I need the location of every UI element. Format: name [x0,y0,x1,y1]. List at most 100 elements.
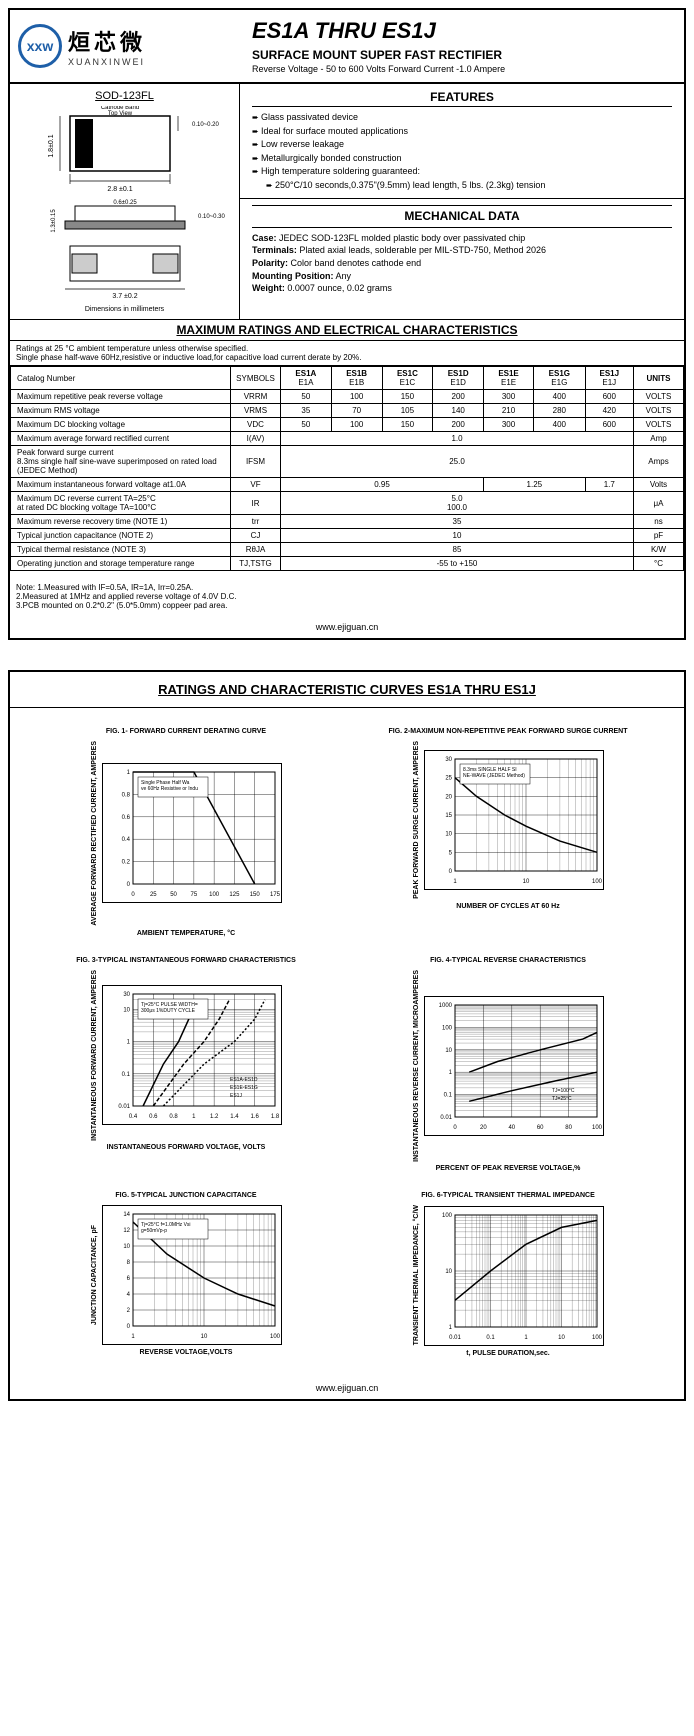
chart-2: FIG. 2-MAXIMUM NON-REPETITIVE PEAK FORWA… [362,728,654,937]
url-footer: www.ejiguan.cn [10,616,684,638]
svg-text:10: 10 [445,1269,452,1275]
svg-text:ve 60Hz Resistive or Indu: ve 60Hz Resistive or Indu [141,786,198,792]
svg-text:10: 10 [558,1335,565,1341]
svg-text:1: 1 [448,1070,452,1076]
svg-text:1: 1 [126,770,130,776]
mechanical-block: MECHANICAL DATA Case: JEDEC SOD-123FL mo… [240,199,684,301]
svg-text:40: 40 [508,1125,515,1131]
svg-text:100: 100 [591,879,602,885]
datasheet-page-1: xxw 烜芯微 XUANXINWEI ES1A THRU ES1J SURFAC… [8,8,686,640]
svg-text:60: 60 [536,1125,543,1131]
svg-text:0.8: 0.8 [169,1114,178,1120]
mech-case: Case: JEDEC SOD-123FL molded plastic bod… [252,232,672,245]
svg-text:g=50mVp-p: g=50mVp-p [141,1228,167,1234]
svg-text:1.8: 1.8 [270,1114,279,1120]
chart-title: FIG. 6-TYPICAL TRANSIENT THERMAL IMPEDAN… [421,1192,595,1199]
svg-text:0.6±0.25: 0.6±0.25 [113,200,137,206]
svg-text:4: 4 [126,1292,130,1298]
svg-text:1.8±0.1: 1.8±0.1 [48,134,55,157]
svg-text:1.2: 1.2 [209,1114,218,1120]
svg-text:Top View: Top View [107,111,132,117]
svg-text:0.10~0.20: 0.10~0.20 [192,122,220,128]
svg-text:0: 0 [126,882,130,888]
y-axis-label: AVERAGE FORWARD RECTIFIED CURRENT, AMPER… [91,741,98,926]
svg-text:20: 20 [480,1125,487,1131]
svg-text:0.4: 0.4 [128,1114,137,1120]
mech-polarity: Polarity: Color band denotes cathode end [252,257,672,270]
svg-text:NE-WAVE (JEDEC Method): NE-WAVE (JEDEC Method) [463,773,525,779]
svg-text:0.4: 0.4 [121,837,130,843]
svg-text:0.01: 0.01 [118,1104,130,1110]
feature-item: 250°C/10 seconds,0.375"(9.5mm) lead leng… [252,179,672,193]
chart-title: FIG. 3-TYPICAL INSTANTANEOUS FORWARD CHA… [76,957,296,964]
svg-text:0.1: 0.1 [443,1092,452,1098]
chart-6: FIG. 6-TYPICAL TRANSIENT THERMAL IMPEDAN… [362,1192,654,1356]
svg-text:50: 50 [170,892,177,898]
package-diagram: Cathode Band Top View 2.8 ±0.1 1.8±0.1 0… [16,106,233,306]
header-row: xxw 烜芯微 XUANXINWEI ES1A THRU ES1J SURFAC… [10,10,684,84]
svg-text:TJ=100°C: TJ=100°C [552,1088,575,1094]
y-axis-label: INSTANTANEOUS FORWARD CURRENT, AMPERES [91,970,98,1141]
feature-item: Ideal for surface mouted applications [252,125,672,139]
chart-4: FIG. 4-TYPICAL REVERSE CHARACTERISTICSIN… [362,957,654,1173]
svg-text:0.6: 0.6 [149,1114,158,1120]
svg-text:1.4: 1.4 [230,1114,239,1120]
svg-text:0.1: 0.1 [486,1335,495,1341]
chart-3: FIG. 3-TYPICAL INSTANTANEOUS FORWARD CHA… [40,957,332,1173]
ratings-note: Ratings at 25 °C ambient temperature unl… [10,341,684,366]
charts-grid: FIG. 1- FORWARD CURRENT DERATING CURVE AV… [10,708,684,1377]
svg-text:0.01: 0.01 [440,1115,452,1121]
svg-text:0: 0 [453,1125,457,1131]
chart-title: FIG. 4-TYPICAL REVERSE CHARACTERISTICS [430,957,586,964]
svg-text:2.8 ±0.1: 2.8 ±0.1 [107,186,132,193]
chart-title: FIG. 1- FORWARD CURRENT DERATING CURVE [106,728,266,735]
chart-1: FIG. 1- FORWARD CURRENT DERATING CURVE AV… [40,728,332,937]
page2-title: RATINGS AND CHARACTERISTIC CURVES ES1A T… [10,672,684,708]
svg-text:100: 100 [441,1213,452,1219]
svg-text:0.01: 0.01 [449,1335,461,1341]
svg-text:0.10~0.30: 0.10~0.30 [198,214,226,220]
url-footer-2: www.ejiguan.cn [10,1377,684,1399]
svg-text:1: 1 [448,1325,452,1331]
feature-item: Low reverse leakage [252,138,672,152]
svg-text:5: 5 [448,850,452,856]
svg-text:0: 0 [448,869,452,875]
mech-weight: Weight: 0.0007 ounce, 0.02 grams [252,282,672,295]
svg-text:0: 0 [126,1324,130,1330]
mech-mount: Mounting Position: Any [252,270,672,283]
svg-text:ES1E-ES1G: ES1E-ES1G [230,1085,258,1091]
svg-text:1.6: 1.6 [250,1114,259,1120]
feature-item: High temperature soldering guaranteed: [252,165,672,179]
svg-text:10: 10 [522,879,529,885]
y-axis-label: PEAK FORWARD SURGE CURRENT, AMPERES [413,741,420,899]
svg-text:25: 25 [149,892,156,898]
svg-text:1: 1 [192,1114,196,1120]
info-row: SOD-123FL Cathode Band Top View 2.8 ±0.1… [10,84,684,320]
x-axis-label: NUMBER OF CYCLES AT 60 Hz [456,903,559,910]
svg-text:75: 75 [190,892,197,898]
y-axis-label: TRANSIENT THERMAL IMPEDANCE, °C/W [413,1205,420,1345]
chart-title: FIG. 2-MAXIMUM NON-REPETITIVE PEAK FORWA… [388,728,627,735]
chart-5: FIG. 5-TYPICAL JUNCTION CAPACITANCEJUNCT… [40,1192,332,1356]
x-axis-label: AMBIENT TEMPERATURE, °C [137,930,235,937]
svg-text:1.3±0.15: 1.3±0.15 [51,209,57,233]
svg-text:20: 20 [445,794,452,800]
svg-text:8: 8 [126,1260,130,1266]
svg-text:10: 10 [445,1047,452,1053]
svg-text:300μs 1%DUTY CYCLE: 300μs 1%DUTY CYCLE [141,1008,196,1014]
logo-cell: xxw 烜芯微 XUANXINWEI [10,10,240,82]
logo-en: XUANXINWEI [68,57,146,67]
mechanical-title: MECHANICAL DATA [252,205,672,228]
logo-cn: 烜芯微 [68,25,146,57]
svg-text:ES1A-ES1D: ES1A-ES1D [230,1077,258,1083]
svg-text:14: 14 [123,1212,130,1218]
ratings-section-title: MAXIMUM RATINGS AND ELECTRICAL CHARACTER… [10,320,684,341]
svg-text:30: 30 [445,757,452,763]
footnotes: Note: 1.Measured with IF=0.5A, IR=1A, Ir… [10,571,684,616]
svg-text:ES1J: ES1J [230,1093,242,1099]
svg-text:TJ=25°C: TJ=25°C [552,1096,572,1102]
logo-icon: xxw [18,24,62,68]
svg-text:0.1: 0.1 [121,1072,130,1078]
features-list: Glass passivated deviceIdeal for surface… [252,111,672,192]
svg-text:1: 1 [131,1334,135,1340]
